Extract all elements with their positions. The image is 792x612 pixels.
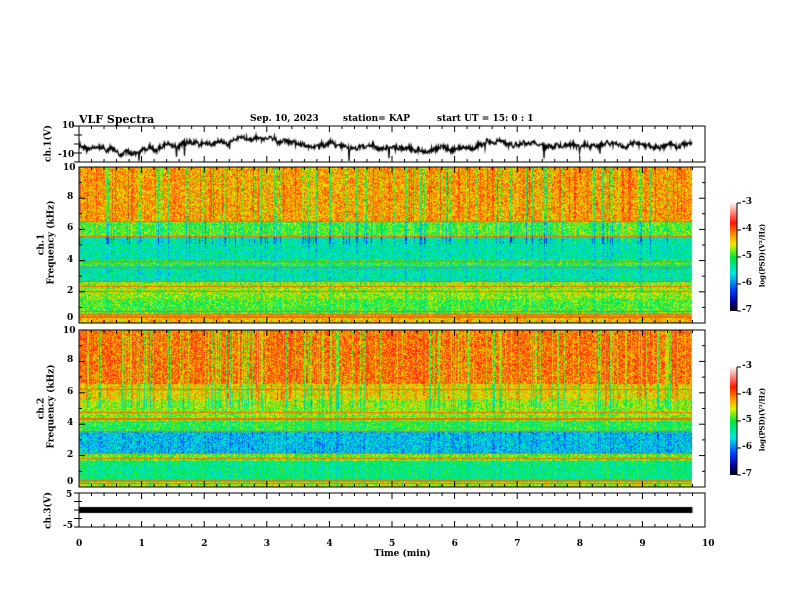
spec1-ylabel-ch: ch.1 xyxy=(36,233,47,256)
spec1-ylabel-freq: Frequency (kHz) xyxy=(46,200,57,285)
ch3-ytick-bottom: -5 xyxy=(63,521,73,531)
ch1-ylabel: ch.1(V) xyxy=(43,125,54,162)
ch1-spectrogram xyxy=(79,167,705,323)
xtick-label: 1 xyxy=(138,539,145,549)
spec1-ytick-label: 8 xyxy=(67,192,74,203)
start-time-label: start UT = 15: 0 : 1 xyxy=(437,114,534,124)
xtick-label: 5 xyxy=(389,539,396,549)
colorbar2-tick-label: -5 xyxy=(742,415,752,425)
spec1-ytick-label: 10 xyxy=(63,163,76,173)
colorbar-ch1 xyxy=(730,203,737,311)
spec1-ytick-label: 0 xyxy=(67,313,74,323)
ch3-ylabel: ch.3(V) xyxy=(43,492,54,529)
xtick-label: 7 xyxy=(514,539,521,549)
spec1-ytick-label: 6 xyxy=(67,223,74,234)
ch3-ytick-top: 5 xyxy=(66,490,73,500)
xtick-label: 8 xyxy=(576,539,584,549)
spec1-ytick-label: 4 xyxy=(67,254,74,265)
spec2-ylabel-freq: Frequency (kHz) xyxy=(46,364,57,449)
xtick-label: 4 xyxy=(326,539,333,549)
colorbar-ch2 xyxy=(730,367,737,475)
colorbar2-label: log(PSD)(V²/Hz) xyxy=(757,387,767,452)
xtick-label: 2 xyxy=(201,539,208,549)
colorbar2-tick-label: -3 xyxy=(742,361,752,371)
spec2-ytick-label: 4 xyxy=(67,418,74,429)
colorbar1-tick-label: -3 xyxy=(742,197,752,207)
xtick-label: 6 xyxy=(451,539,458,549)
spec2-ylabel-ch: ch.2 xyxy=(36,397,47,420)
xtick-label: 3 xyxy=(263,539,271,549)
xtick-label: 9 xyxy=(639,539,646,549)
xtick-label: 10 xyxy=(702,539,715,549)
colorbar1-tick-label: -7 xyxy=(742,305,752,315)
figure-title: VLF Spectra xyxy=(79,113,155,126)
colorbar1-label: log(PSD)(V²/Hz) xyxy=(757,223,767,288)
spec2-ytick-label: 8 xyxy=(67,355,74,366)
ch2-spectrogram xyxy=(79,330,705,487)
spec2-ytick-label: 10 xyxy=(63,326,76,336)
colorbar2-tick-label: -7 xyxy=(742,469,752,479)
spec1-ytick-label: 2 xyxy=(67,285,74,296)
ch1-ytick-top: 10 xyxy=(62,121,75,131)
colorbar1-tick-label: -5 xyxy=(742,251,752,261)
spec2-frame xyxy=(78,329,706,488)
spec2-ytick-label: 0 xyxy=(67,477,74,487)
colorbar2-tick-label: -6 xyxy=(742,442,752,452)
xaxis-label: Time (min) xyxy=(374,549,431,559)
station-label: station= KAP xyxy=(343,114,411,124)
spec2-ytick-label: 2 xyxy=(67,449,74,460)
spec1-frame xyxy=(78,166,706,324)
xtick-label: 0 xyxy=(76,539,83,549)
colorbar1-tick-label: -6 xyxy=(742,278,752,288)
spec2-ytick-label: 6 xyxy=(67,386,74,397)
ch1-ytick-bottom: -10 xyxy=(58,150,75,160)
colorbar1-tick-label: -4 xyxy=(742,224,752,234)
date-label: Sep. 10, 2023 xyxy=(250,114,319,124)
colorbar2-tick-label: -4 xyxy=(742,388,752,398)
